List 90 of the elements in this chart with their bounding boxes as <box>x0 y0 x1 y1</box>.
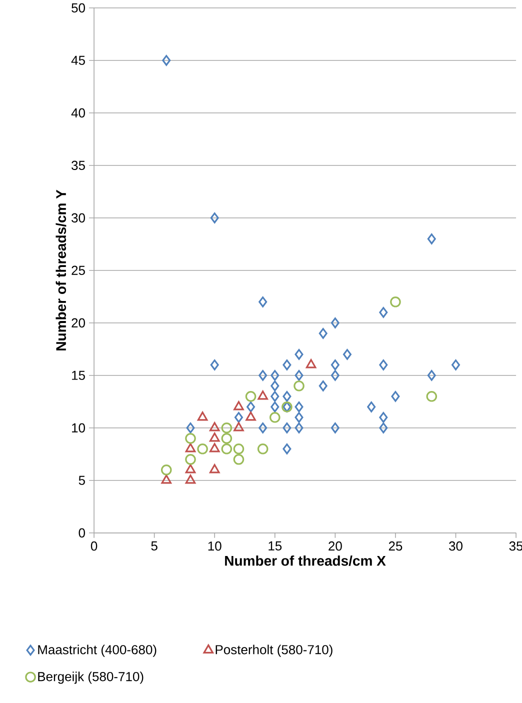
y-tick-label: 0 <box>78 528 86 538</box>
point <box>185 474 196 484</box>
point <box>330 360 340 370</box>
point <box>234 401 244 410</box>
point <box>367 402 376 412</box>
y-tick-label: 20 <box>72 318 86 328</box>
point <box>246 402 256 412</box>
point <box>209 422 220 432</box>
point <box>160 464 172 476</box>
point <box>258 296 268 308</box>
point <box>379 422 388 434</box>
y-tick-label: 45 <box>71 56 85 65</box>
legend-label: Posterholt (580-710) <box>216 644 332 657</box>
point <box>426 391 438 402</box>
point <box>209 464 220 474</box>
point <box>210 212 219 224</box>
point <box>185 464 196 474</box>
point <box>390 296 401 308</box>
point <box>221 444 232 454</box>
point <box>282 422 292 434</box>
x-tick-label: 25 <box>388 541 402 551</box>
point <box>330 370 340 381</box>
point <box>282 360 292 370</box>
point <box>161 474 172 484</box>
point <box>185 443 196 452</box>
y-tick-label: 50 <box>72 3 86 12</box>
point <box>270 412 280 423</box>
point <box>162 55 171 66</box>
x-tick-label: 0 <box>90 541 98 551</box>
y-tick-label: 40 <box>71 108 86 118</box>
point <box>270 380 280 392</box>
point <box>427 370 436 381</box>
point <box>257 444 268 454</box>
point <box>209 432 220 442</box>
y-tick-label: 10 <box>72 423 86 432</box>
point <box>270 391 280 402</box>
point <box>306 359 316 368</box>
point <box>330 318 340 328</box>
point <box>209 443 220 452</box>
point <box>318 328 328 339</box>
x-tick-label: 20 <box>328 541 342 551</box>
point <box>270 402 280 412</box>
point <box>258 422 268 434</box>
point <box>330 422 340 434</box>
point <box>221 433 232 444</box>
x-tick-label: 5 <box>151 541 158 550</box>
point <box>452 360 460 370</box>
point <box>233 444 244 454</box>
point <box>258 370 268 381</box>
x-axis-title: Number of threads/cm X <box>225 556 386 566</box>
point <box>282 391 292 402</box>
point <box>221 422 232 434</box>
point <box>427 234 436 244</box>
point <box>233 454 244 465</box>
point <box>185 454 196 465</box>
legend-label: Bergeijk (580-710) <box>38 672 144 684</box>
point <box>234 422 244 432</box>
point <box>245 391 256 402</box>
point <box>210 360 219 370</box>
x-tick-label: 10 <box>208 541 222 551</box>
point <box>186 422 195 434</box>
x-tick-label: 15 <box>268 541 282 550</box>
point <box>379 412 388 423</box>
legend-label: Maastricht (400-680) <box>38 644 156 657</box>
point <box>294 380 304 392</box>
y-tick-label: 5 <box>78 476 85 485</box>
point <box>294 412 304 423</box>
point <box>197 412 208 421</box>
point <box>342 349 352 360</box>
point <box>294 402 304 412</box>
point <box>379 360 388 370</box>
point <box>379 307 388 318</box>
point <box>246 412 256 421</box>
point <box>294 370 304 381</box>
point <box>318 380 328 392</box>
point <box>294 422 304 434</box>
point <box>234 412 243 423</box>
y-tick-label: 30 <box>72 213 86 222</box>
y-tick-label: 25 <box>72 266 85 275</box>
point <box>294 349 304 360</box>
point <box>197 444 208 454</box>
point <box>391 391 400 402</box>
x-tick-label: 30 <box>449 541 462 551</box>
point <box>270 370 280 381</box>
point <box>258 390 268 400</box>
y-tick-label: 15 <box>72 370 85 380</box>
point <box>185 433 196 444</box>
y-axis-title: Number of threads/cm Y <box>56 190 66 350</box>
y-tick-label: 35 <box>72 160 85 170</box>
point <box>282 444 292 454</box>
